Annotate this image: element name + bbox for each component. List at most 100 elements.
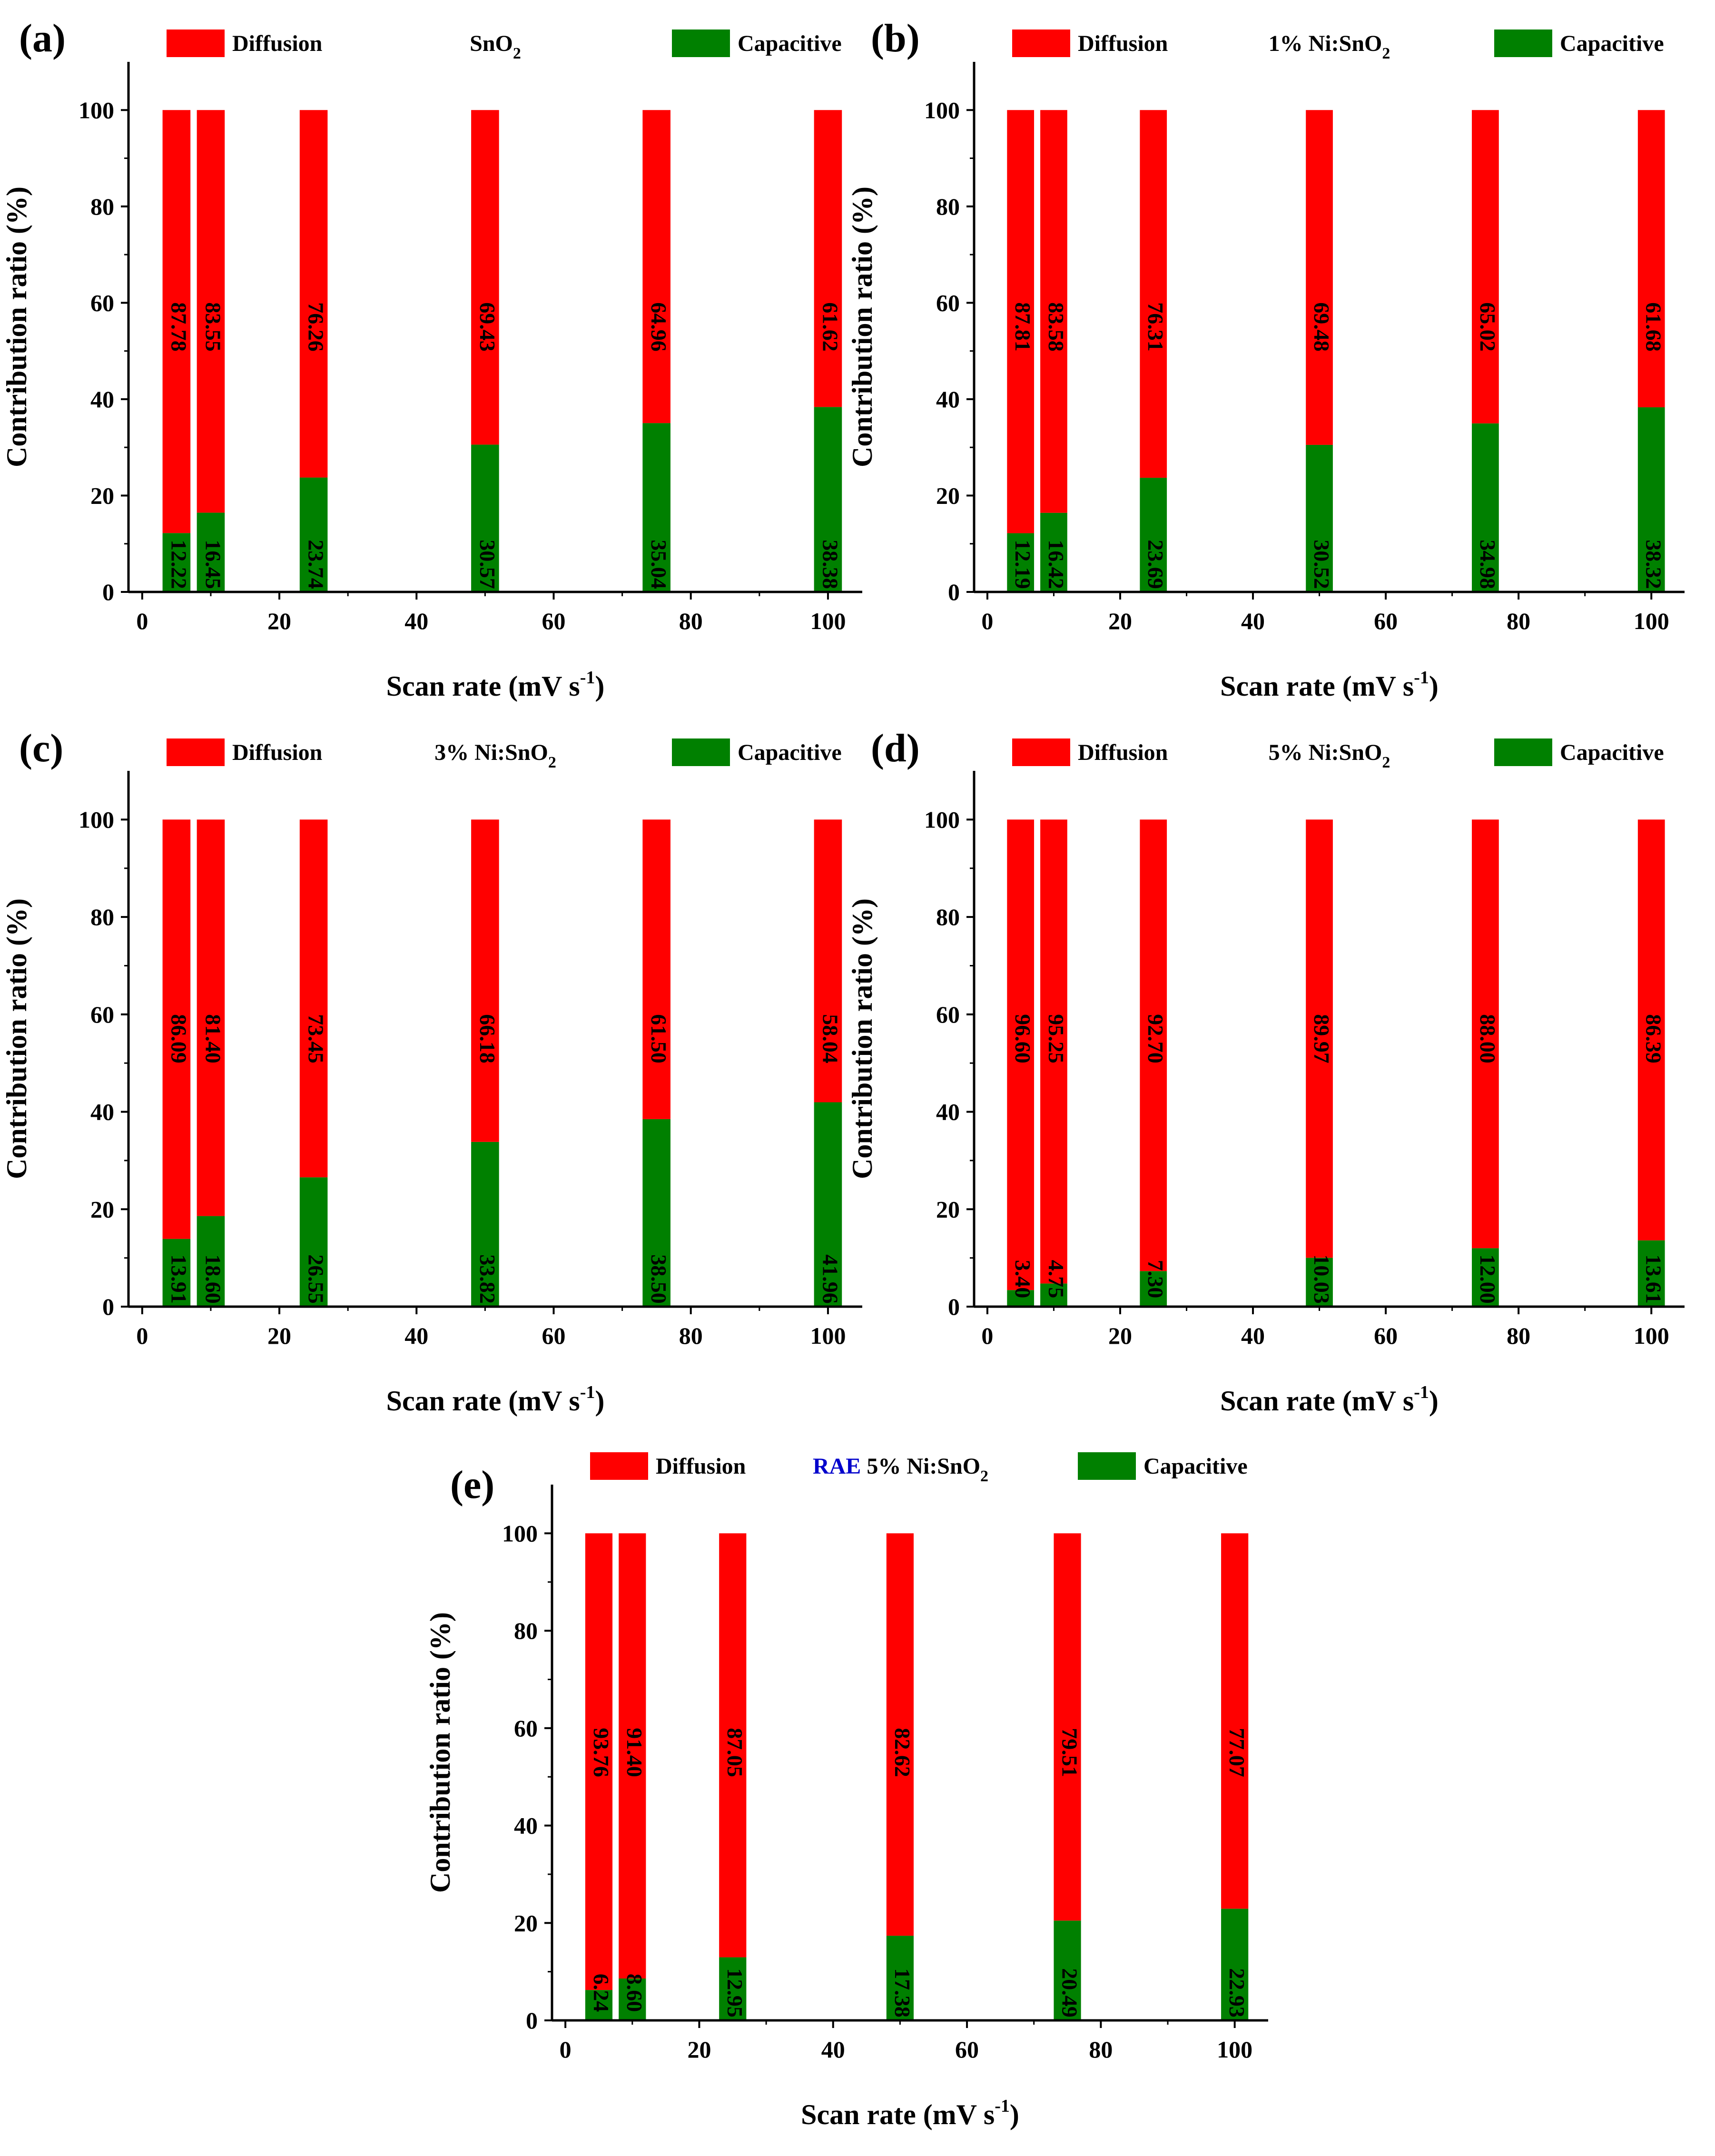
capacitive-bar [1140,478,1167,592]
capacitive-value-label: 13.91 [167,1254,191,1304]
x-axis-title-main: Scan rate (mV s [386,670,580,702]
diffusion-bar [1306,110,1333,445]
x-tick-label: 20 [687,2036,711,2063]
chart-panel-e: (e) 93.76 6.24 91.40 8.60 87.05 12.95 82.62 17.3… [424,1452,1268,2130]
capacitive-value-label: 12.19 [1011,540,1035,589]
series-title-main: 3% Ni:SnO [434,740,548,765]
diffusion-bar [886,1533,914,1936]
y-tick-label: 100 [502,1520,538,1546]
capacitive-value-label: 17.38 [890,1968,915,2018]
y-tick-label: 60 [90,1001,114,1028]
capacitive-value-label: 22.93 [1225,1968,1249,2018]
x-tick-label: 40 [821,2036,845,2063]
x-axis-title-main: Scan rate (mV s [801,2099,995,2130]
series-title: SnO2 [470,31,521,62]
panel-label: (d) [871,726,920,770]
capacitive-bar [299,1177,328,1307]
y-tick-label: 80 [90,193,114,220]
x-axis-title-superscript: -1 [1414,668,1429,688]
legend-capacitive-swatch [672,30,730,57]
diffusion-bar [1140,110,1167,478]
y-axis-title: Contribution ratio (%) [1,187,32,467]
capacitive-bar [1306,444,1333,592]
diffusion-value-label: 61.50 [647,1014,671,1063]
x-tick-label: 0 [981,1322,993,1349]
capacitive-value-label: 12.00 [1476,1254,1500,1304]
y-tick-label: 0 [526,2007,538,2034]
diffusion-bar [1007,110,1035,533]
diffusion-value-label: 76.31 [1143,302,1168,352]
series-title-subscript: 2 [1382,754,1390,771]
y-tick-label: 0 [102,579,114,605]
capacitive-value-label: 10.03 [1310,1254,1334,1304]
diffusion-value-label: 81.40 [201,1014,225,1063]
legend-diffusion-label: Diffusion [1078,31,1168,56]
panel-label: (e) [450,1463,494,1507]
legend-capacitive-label: Capacitive [1143,1454,1248,1479]
capacitive-bar [642,423,670,592]
x-axis-title-superscript: -1 [580,1382,595,1402]
capacitive-bar [1007,533,1035,592]
y-axis-title: Contribution ratio (%) [1,898,32,1179]
capacitive-bar [1054,1920,1081,2020]
capacitive-value-label: 23.69 [1143,540,1168,589]
y-tick-label: 100 [924,806,960,833]
capacitive-value-label: 16.45 [201,540,225,589]
legend-capacitive-label: Capacitive [738,740,842,765]
x-tick-label: 0 [136,608,148,634]
capacitive-bar [1040,1283,1067,1307]
capacitive-bar [1472,1248,1499,1307]
legend-diffusion-swatch [590,1452,648,1480]
legend-capacitive-swatch [1078,1452,1136,1480]
diffusion-bar [1007,819,1035,1290]
capacitive-bar [162,1239,191,1307]
y-tick-label: 0 [948,1293,960,1320]
capacitive-value-label: 38.38 [818,540,842,589]
panel-label: (a) [19,16,66,60]
diffusion-bar [1040,819,1067,1284]
diffusion-bar [719,1533,747,1958]
y-tick-label: 0 [102,1293,114,1320]
diffusion-value-label: 73.45 [304,1014,328,1063]
diffusion-value-label: 87.05 [723,1728,747,1777]
capacitive-value-label: 34.98 [1476,540,1500,589]
legend-diffusion-label: Diffusion [656,1454,746,1479]
chart-panel-a: (a) 87.78 12.22 83.55 16.45 76.26 23.74 69.43 30… [1,16,862,702]
diffusion-value-label: 83.58 [1044,302,1068,352]
x-axis-title-close: ) [1429,1385,1439,1417]
capacitive-value-label: 38.32 [1642,540,1666,589]
x-axis-title: Scan rate (mV s-1) [801,2096,1019,2130]
capacitive-bar [1221,1909,1249,2020]
diffusion-value-label: 77.07 [1225,1728,1249,1777]
diffusion-value-label: 69.48 [1310,302,1334,352]
capacitive-bar [1637,407,1665,592]
capacitive-bar [1040,512,1067,592]
capacitive-value-label: 20.49 [1057,1968,1082,2018]
capacitive-value-label: 12.22 [167,540,191,589]
diffusion-bar [585,1533,613,1990]
legend-diffusion-swatch [1012,30,1070,57]
diffusion-value-label: 82.62 [890,1728,915,1777]
x-tick-label: 40 [404,608,428,634]
diffusion-bar [1472,819,1499,1249]
x-axis-title-close: ) [595,1385,604,1417]
diffusion-bar [197,819,225,1216]
capacitive-bar [471,1142,499,1307]
series-title: 1% Ni:SnO2 [1269,31,1390,62]
x-tick-label: 80 [1507,1322,1530,1349]
y-tick-label: 80 [936,193,960,220]
legend-capacitive-swatch [672,738,730,766]
legend-capacitive-swatch [1494,738,1552,766]
diffusion-value-label: 95.25 [1044,1014,1068,1063]
diffusion-value-label: 86.39 [1642,1014,1666,1063]
capacitive-value-label: 4.75 [1044,1260,1068,1299]
diffusion-bar [814,110,842,407]
chart-panel-d: (d) 96.60 3.40 95.25 4.75 92.70 7.30 89.97 10.03… [847,726,1685,1417]
diffusion-bar [1140,819,1167,1271]
capacitive-bar [197,512,225,592]
x-tick-label: 80 [1507,608,1530,634]
y-tick-label: 100 [924,97,960,123]
legend-capacitive-label: Capacitive [1560,740,1664,765]
legend-capacitive-swatch [1494,30,1552,57]
x-tick-label: 0 [560,2036,572,2063]
